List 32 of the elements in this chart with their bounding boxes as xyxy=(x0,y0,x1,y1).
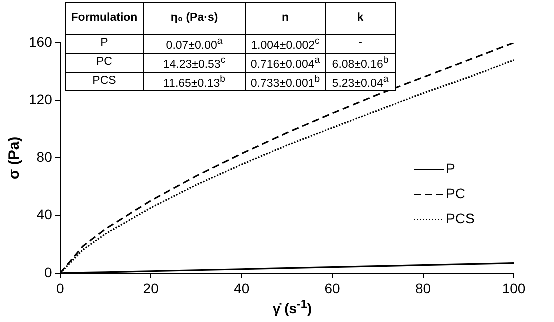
y-tick-label: 160 xyxy=(29,34,53,50)
annotation: P xyxy=(66,34,144,54)
annotation: PCS xyxy=(66,72,144,91)
annotation: PC xyxy=(66,53,144,72)
annotation: 0.733±0.001$^{b}$ xyxy=(246,72,326,91)
x-tick-label: 0 xyxy=(56,280,64,297)
x-axis-title: γ̇ (s$^{-1}$) xyxy=(272,297,314,318)
text: η₀ (Pa·s) xyxy=(144,2,246,34)
x-tick-label: 40 xyxy=(234,280,250,297)
y-tick-label: 40 xyxy=(36,206,53,223)
annotation: 0.716±0.004$^{a}$ xyxy=(246,53,326,72)
annotation: 6.08±0.16$^{b}$ xyxy=(326,53,396,72)
annotation: 0.07±0.00$^{a}$ xyxy=(144,34,246,54)
text: k xyxy=(326,2,396,34)
annotation: 11.65±0.13$^{b}$ xyxy=(144,72,246,91)
legend-label: P xyxy=(446,160,456,177)
y-axis-title: σ (Pa) xyxy=(6,136,24,180)
x-tick-label: 100 xyxy=(502,280,526,297)
legend-label: PCS xyxy=(446,210,475,227)
y-tick-label: 120 xyxy=(29,91,53,108)
text: Formulation xyxy=(66,2,144,34)
y-tick-label: 80 xyxy=(36,149,53,166)
annotation: 1.004±0.002$^{c}$ xyxy=(246,34,326,54)
y-tick-label: 0 xyxy=(44,264,53,280)
legend-label: PC xyxy=(446,186,466,202)
x-tick-label: 60 xyxy=(324,280,341,297)
annotation: - xyxy=(326,34,396,54)
text: n xyxy=(246,2,326,34)
annotation: 5.23±0.04$^{a}$ xyxy=(326,72,396,91)
x-tick-label: 20 xyxy=(143,280,160,297)
x-tick-label: 80 xyxy=(415,280,432,297)
annotation: 14.23±0.53$^{c}$ xyxy=(144,53,246,72)
